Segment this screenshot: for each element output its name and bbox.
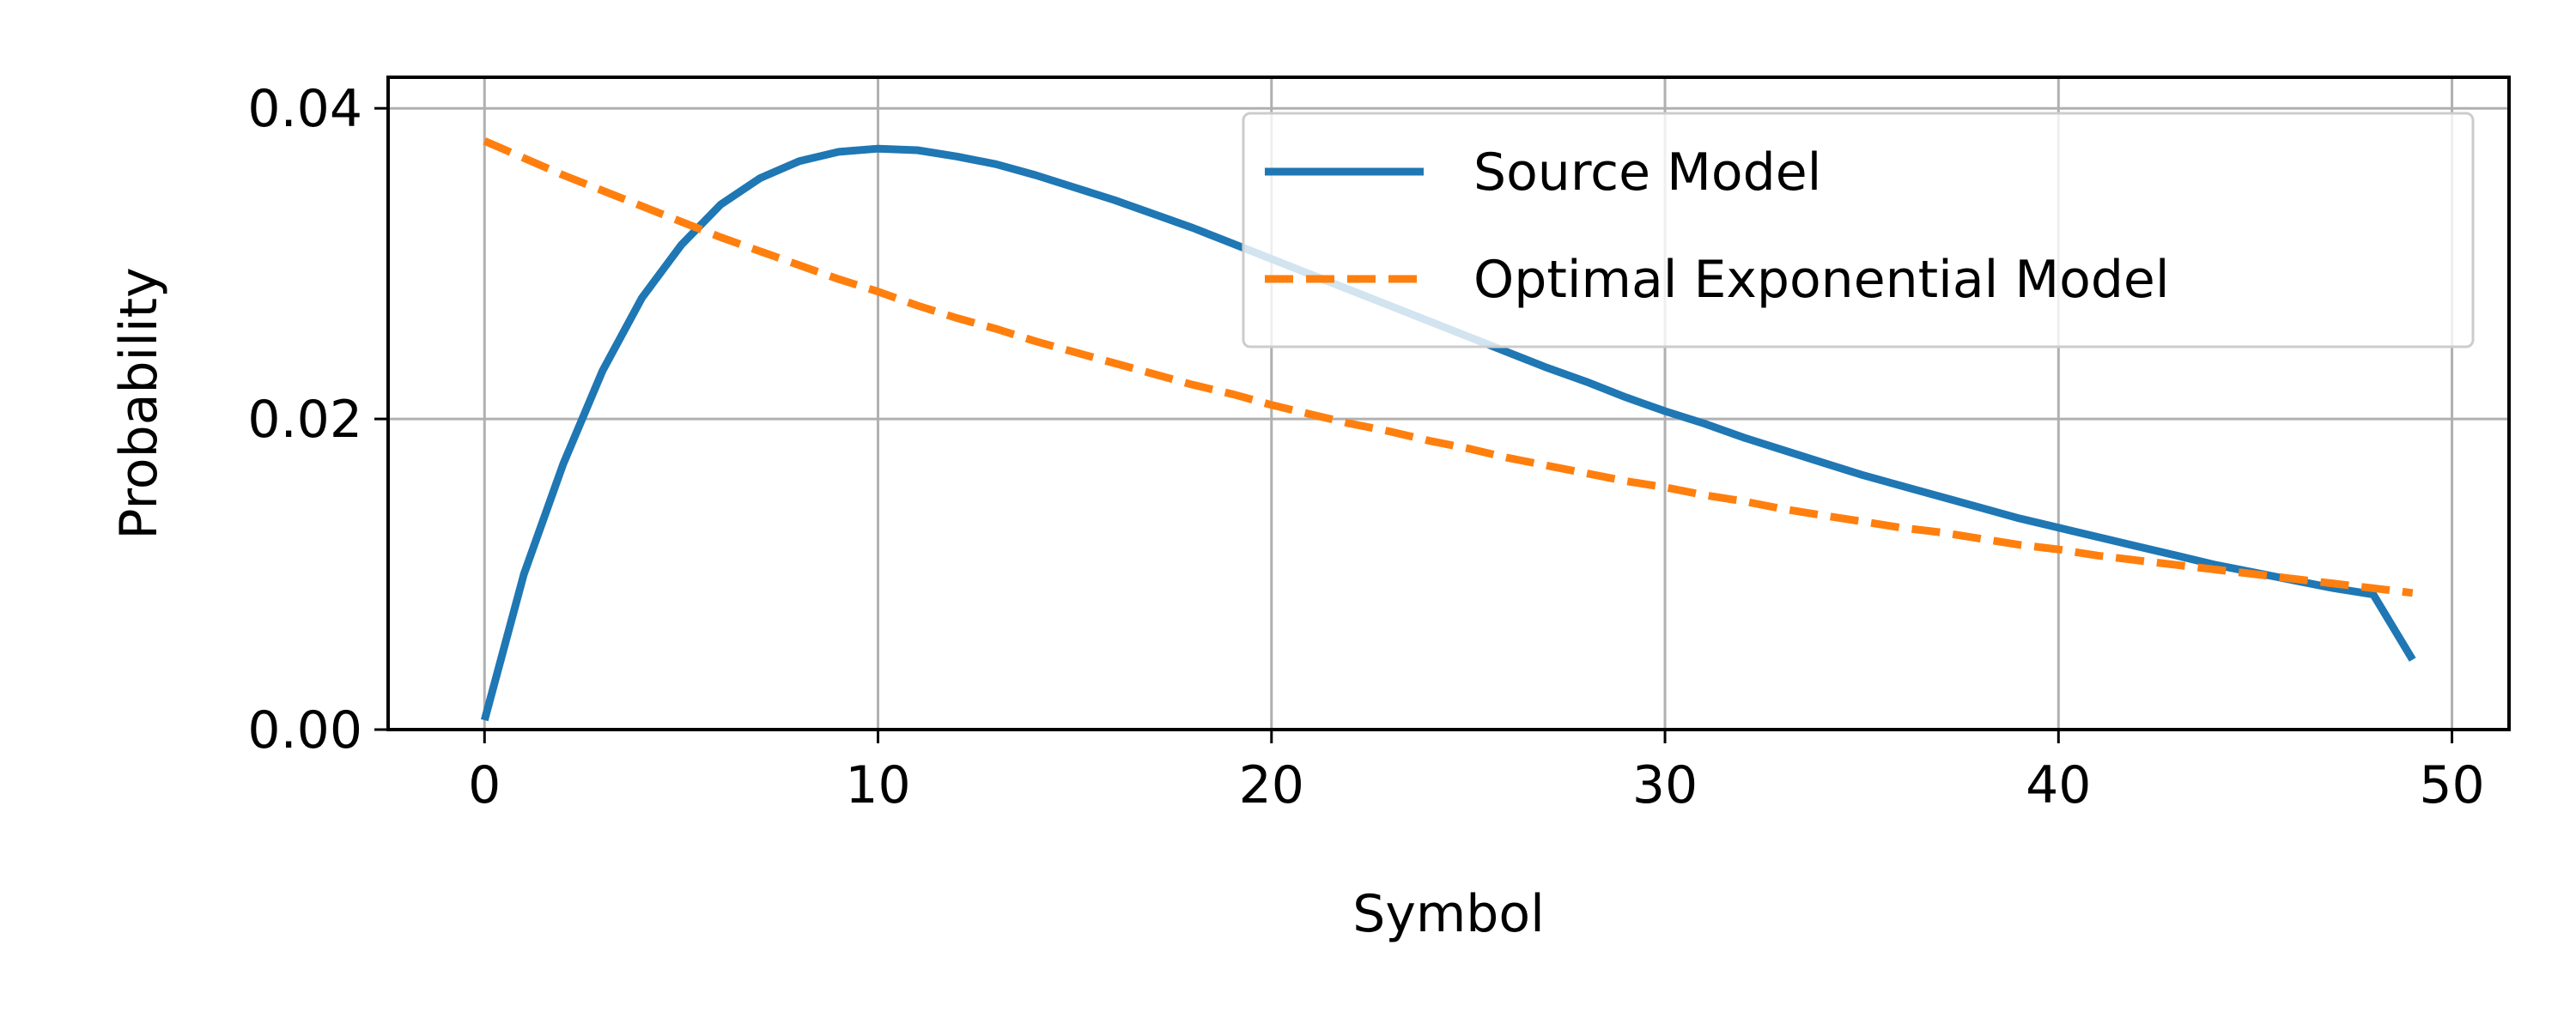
legend-label-source-model: Source Model (1473, 142, 1821, 203)
y-tick-label: 0.04 (247, 79, 362, 139)
y-tick-label: 0.00 (247, 700, 362, 760)
x-tick-label: 50 (2419, 755, 2484, 815)
x-tick-label: 0 (468, 755, 501, 815)
x-tick-label: 10 (845, 755, 910, 815)
plot-frame (386, 76, 2511, 731)
x-tick-label: 40 (2026, 755, 2091, 815)
series-line-optimal-exponential-model (483, 137, 2414, 597)
y-axis-label: Probability (109, 267, 169, 539)
axis-ticks: 0 10 20 30 40 50 0.00 0.02 0.04 (247, 79, 2484, 815)
legend: Source Model Optimal Exponential Model (1242, 112, 2475, 348)
x-axis-label: Symbol (1352, 884, 1545, 944)
x-tick-label: 20 (1239, 755, 1304, 815)
legend-box (1242, 112, 2475, 348)
x-tick-label: 30 (1632, 755, 1698, 815)
y-tick-label: 0.02 (247, 390, 362, 450)
legend-label-optimal-exponential-model: Optimal Exponential Model (1473, 250, 2170, 310)
